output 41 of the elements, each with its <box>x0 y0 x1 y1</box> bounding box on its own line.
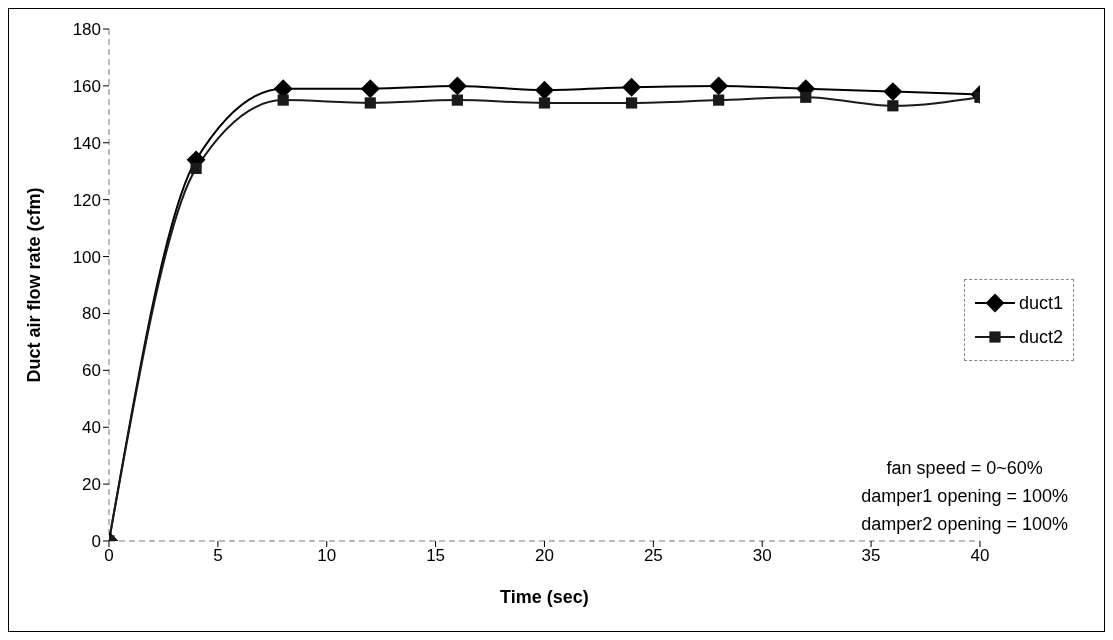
y-tick-label: 120 <box>72 190 101 210</box>
point <box>800 91 812 103</box>
x-axis-title: Time (sec) <box>500 587 589 607</box>
annotation: damper1 opening = 100% <box>861 485 1068 508</box>
point <box>713 94 725 106</box>
point <box>447 76 467 96</box>
x-tick-label: 35 <box>861 546 881 566</box>
x-tick-label: 25 <box>643 546 663 566</box>
y-tick-label: 0 <box>91 532 101 552</box>
point <box>360 79 380 99</box>
x-tick-label: 15 <box>426 546 446 566</box>
point <box>190 162 202 174</box>
y-tick-label: 80 <box>82 304 101 324</box>
point <box>535 80 554 100</box>
point <box>364 97 376 109</box>
legend-label: duct1 <box>1018 292 1063 314</box>
point <box>622 77 642 97</box>
point <box>277 94 289 106</box>
annotation: damper2 opening = 100% <box>861 513 1068 536</box>
point <box>883 82 903 102</box>
y-tick-label: 100 <box>72 247 101 267</box>
y-tick-label: 40 <box>82 418 101 438</box>
point <box>887 100 899 112</box>
y-tick-label: 160 <box>72 76 101 96</box>
x-tick-label: 40 <box>970 546 990 566</box>
point <box>709 76 729 96</box>
legend-label: duct2 <box>1018 326 1063 348</box>
y-tick-label: 20 <box>82 475 101 495</box>
x-tick-label: 10 <box>317 546 337 566</box>
x-tick-label: 30 <box>752 546 772 566</box>
y-tick-label: 180 <box>72 20 101 40</box>
annotation: fan speed = 0~60% <box>885 457 1044 480</box>
point <box>451 94 463 106</box>
x-tick-label: 0 <box>104 546 114 566</box>
x-tick-label: 20 <box>535 546 554 566</box>
y-tick-label: 60 <box>82 361 101 381</box>
point <box>538 97 551 109</box>
x-tick-label: 5 <box>213 546 223 566</box>
point <box>625 97 638 109</box>
y-axis-title: Duct air flow rate (cfm) <box>24 187 45 383</box>
y-tick-label: 140 <box>72 133 101 153</box>
